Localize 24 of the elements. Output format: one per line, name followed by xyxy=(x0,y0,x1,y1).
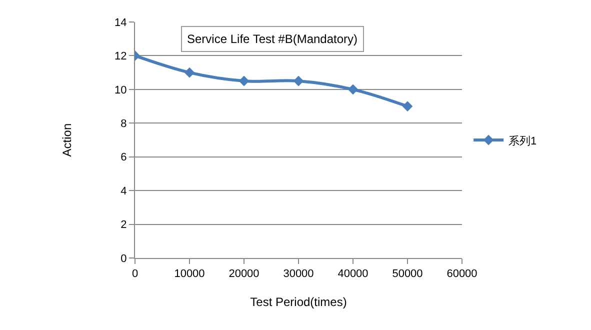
x-tick-label: 30000 xyxy=(283,268,314,280)
point xyxy=(402,101,413,112)
y-tick-label: 14 xyxy=(114,16,127,29)
x-tick-label: 20000 xyxy=(228,268,260,280)
x-tick-label: 60000 xyxy=(446,268,478,280)
x-tick-label: 10000 xyxy=(174,268,205,280)
text: Service Life Test #B(Mandatory) xyxy=(187,32,358,46)
x-axis-title: Test Period(times) xyxy=(250,295,347,310)
x-tick-label: 40000 xyxy=(338,268,368,280)
y-tick-label: 10 xyxy=(114,84,127,96)
legend-label: 系列1 xyxy=(508,134,537,148)
y-axis-title: Action xyxy=(60,123,74,157)
point xyxy=(238,76,250,86)
point xyxy=(293,76,304,86)
point xyxy=(184,67,195,78)
y-tick-label: 6 xyxy=(120,152,127,164)
y-tick-label: 8 xyxy=(120,118,127,130)
y-tick-label: 2 xyxy=(120,219,127,232)
y-tick-label: 12 xyxy=(114,50,127,63)
x-tick-label: 50000 xyxy=(392,268,423,280)
y-tick-label: 4 xyxy=(120,185,127,198)
point xyxy=(348,84,358,95)
x-tick-label: 0 xyxy=(132,268,138,280)
y-tick-label: 0 xyxy=(120,252,127,265)
